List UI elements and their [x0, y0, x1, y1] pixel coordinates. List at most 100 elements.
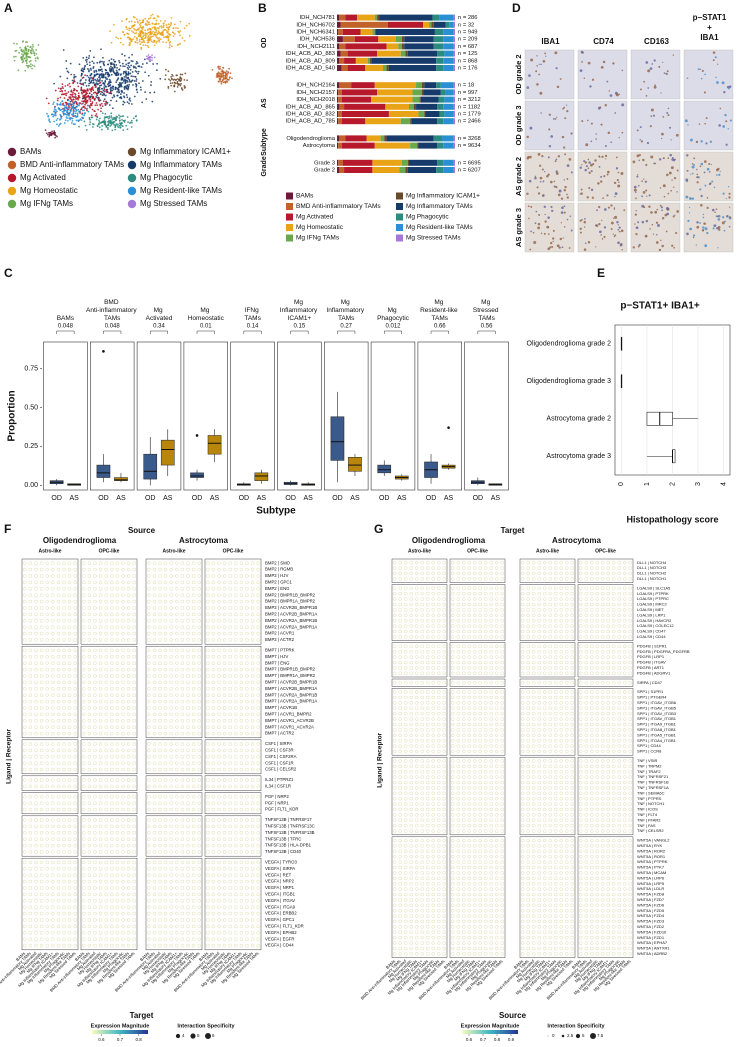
dot-placeholder: [175, 607, 178, 610]
dot-placeholder: [218, 632, 221, 635]
dot-placeholder: [212, 719, 215, 722]
block-frame: [22, 559, 78, 644]
dot-placeholder: [212, 819, 215, 822]
dot-placeholder: [122, 867, 125, 870]
dot-placeholder: [153, 880, 156, 883]
legend-swatch: [8, 187, 16, 195]
dot-placeholder: [74, 893, 77, 896]
dot-placeholder: [175, 626, 178, 629]
stain-speck: [726, 144, 728, 146]
umap-point: [142, 27, 144, 29]
pair-label: BMP7 | ACVR2B_BMPR1A: [265, 686, 317, 691]
stain-speck: [608, 132, 610, 134]
bar-segment: [377, 89, 412, 95]
dot-placeholder: [251, 707, 254, 710]
stain-speck: [616, 221, 618, 223]
stain-speck: [580, 192, 582, 194]
umap-point: [225, 73, 227, 75]
bar-segment: [339, 82, 351, 88]
dot-placeholder: [251, 713, 254, 716]
legend-label: Mg Stressed TAMs: [406, 235, 461, 242]
dot-placeholder: [133, 919, 136, 922]
bar-segment: [418, 143, 437, 149]
umap-point: [67, 120, 69, 122]
dot-placeholder: [212, 581, 215, 584]
dot-placeholder: [251, 802, 254, 805]
stain-speck: [554, 181, 556, 183]
dot-placeholder: [246, 844, 249, 847]
dot-placeholder: [159, 694, 162, 697]
facet-title-line: BAMs: [57, 315, 75, 322]
dot-placeholder: [198, 619, 201, 622]
umap-point: [149, 17, 151, 19]
dot-placeholder: [116, 925, 119, 928]
dot-placeholder: [212, 785, 215, 788]
stain-speck: [693, 234, 695, 236]
bar-segment: [434, 43, 443, 49]
dot-placeholder: [110, 632, 113, 635]
x-tick-label: AS: [444, 495, 454, 502]
umap-point: [84, 67, 86, 69]
x-tick-label: OD: [473, 495, 484, 502]
dot-placeholder: [153, 768, 156, 771]
umap-point: [147, 39, 149, 41]
umap-point: [92, 126, 94, 128]
dot-placeholder: [147, 743, 150, 746]
umap-point: [89, 121, 91, 123]
dot-placeholder: [29, 649, 32, 652]
stain-speck: [615, 192, 618, 195]
dot-placeholder: [206, 694, 209, 697]
dot-placeholder: [99, 619, 102, 622]
dot-placeholder: [105, 607, 108, 610]
bar-segment: [443, 167, 454, 173]
umap-point: [59, 114, 61, 116]
facet-title: Mg Inflammatory TAMs: [327, 299, 366, 322]
dot-placeholder: [74, 880, 77, 883]
block-frame: [22, 646, 78, 738]
dot-placeholder: [40, 713, 43, 716]
umap-point: [144, 71, 146, 73]
umap-point: [223, 81, 225, 83]
dot-placeholder: [234, 600, 237, 603]
dot-placeholder: [63, 587, 66, 590]
dot-placeholder: [153, 626, 156, 629]
dot-placeholder: [116, 867, 119, 870]
dot-placeholder: [51, 768, 54, 771]
stain-speck: [544, 52, 546, 54]
dot-placeholder: [74, 687, 77, 690]
umap-point: [74, 81, 76, 83]
bar-segment: [404, 36, 434, 42]
dot-placeholder: [153, 607, 156, 610]
umap-point: [141, 102, 143, 104]
dot-placeholder: [46, 700, 49, 703]
dot-placeholder: [212, 808, 215, 811]
dot-placeholder: [29, 655, 32, 658]
dot-placeholder: [175, 743, 178, 746]
umap-point: [95, 70, 97, 72]
bar-segment: [338, 160, 343, 166]
dot-placeholder: [23, 575, 26, 578]
stain-speck: [687, 124, 688, 125]
stain-speck: [557, 86, 559, 88]
dot-placeholder: [74, 802, 77, 805]
x-tick-label: OD: [98, 495, 109, 502]
umap-point: [156, 20, 158, 22]
dot-placeholder: [181, 626, 184, 629]
dot-placeholder: [206, 844, 209, 847]
dot-placeholder: [23, 851, 26, 854]
dot-placeholder: [94, 867, 97, 870]
dot-placeholder: [51, 575, 54, 578]
umap-point: [118, 60, 120, 62]
dot-placeholder: [94, 568, 97, 571]
umap-point: [160, 38, 162, 40]
x-tick-label: AS: [491, 495, 501, 502]
sample-label: Oligodendroglioma: [286, 136, 335, 142]
umap-point: [95, 115, 97, 117]
dot-placeholder: [23, 785, 26, 788]
dot-placeholder: [23, 893, 26, 896]
umap-point: [100, 69, 102, 71]
dot-placeholder: [94, 662, 97, 665]
dot-placeholder: [40, 925, 43, 928]
umap-point: [167, 32, 169, 34]
dot-placeholder: [35, 681, 38, 684]
